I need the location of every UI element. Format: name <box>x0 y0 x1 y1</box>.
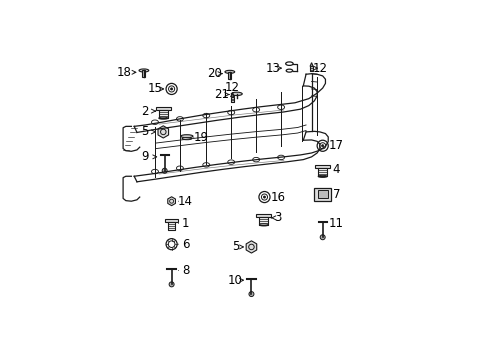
Text: 16: 16 <box>270 190 285 203</box>
Bar <box>318 168 326 176</box>
Bar <box>315 165 329 168</box>
Bar <box>228 72 231 78</box>
Text: 8: 8 <box>182 264 189 277</box>
Circle shape <box>170 88 172 90</box>
Bar <box>156 107 170 110</box>
Text: 17: 17 <box>328 139 344 152</box>
Polygon shape <box>245 241 256 253</box>
Bar <box>256 214 271 217</box>
Bar <box>142 71 145 77</box>
Bar <box>259 217 268 225</box>
Text: 21: 21 <box>214 88 228 101</box>
Text: 18: 18 <box>117 66 132 79</box>
Text: 2: 2 <box>141 105 149 118</box>
Text: 10: 10 <box>227 274 243 287</box>
Circle shape <box>320 235 325 240</box>
Bar <box>159 110 167 118</box>
Bar <box>309 66 312 71</box>
Polygon shape <box>309 63 312 66</box>
Text: 12: 12 <box>312 62 327 75</box>
Ellipse shape <box>181 135 193 138</box>
Text: 20: 20 <box>207 67 222 80</box>
Bar <box>317 190 327 198</box>
Bar <box>164 220 178 222</box>
Circle shape <box>248 292 253 297</box>
Circle shape <box>263 196 265 198</box>
Ellipse shape <box>231 92 242 95</box>
Text: 3: 3 <box>274 211 282 224</box>
Text: 11: 11 <box>328 217 344 230</box>
Circle shape <box>162 168 167 173</box>
Text: 5: 5 <box>231 240 239 253</box>
Polygon shape <box>158 126 168 138</box>
Polygon shape <box>167 197 175 206</box>
Circle shape <box>321 145 323 147</box>
Ellipse shape <box>182 138 191 140</box>
Text: 19: 19 <box>193 131 208 144</box>
Text: 6: 6 <box>182 238 189 251</box>
Ellipse shape <box>224 70 234 73</box>
Polygon shape <box>231 93 234 97</box>
Text: 1: 1 <box>182 217 189 230</box>
Text: 15: 15 <box>147 82 162 95</box>
Circle shape <box>169 282 174 287</box>
Text: 14: 14 <box>178 195 193 208</box>
Text: 13: 13 <box>265 62 280 75</box>
Ellipse shape <box>139 69 148 72</box>
Text: 4: 4 <box>332 163 340 176</box>
Text: 5: 5 <box>142 125 149 138</box>
Text: 9: 9 <box>141 150 149 163</box>
Bar <box>167 222 175 230</box>
Bar <box>231 97 234 102</box>
Bar <box>314 188 330 201</box>
Text: 12: 12 <box>224 81 240 94</box>
Text: 7: 7 <box>332 188 340 201</box>
